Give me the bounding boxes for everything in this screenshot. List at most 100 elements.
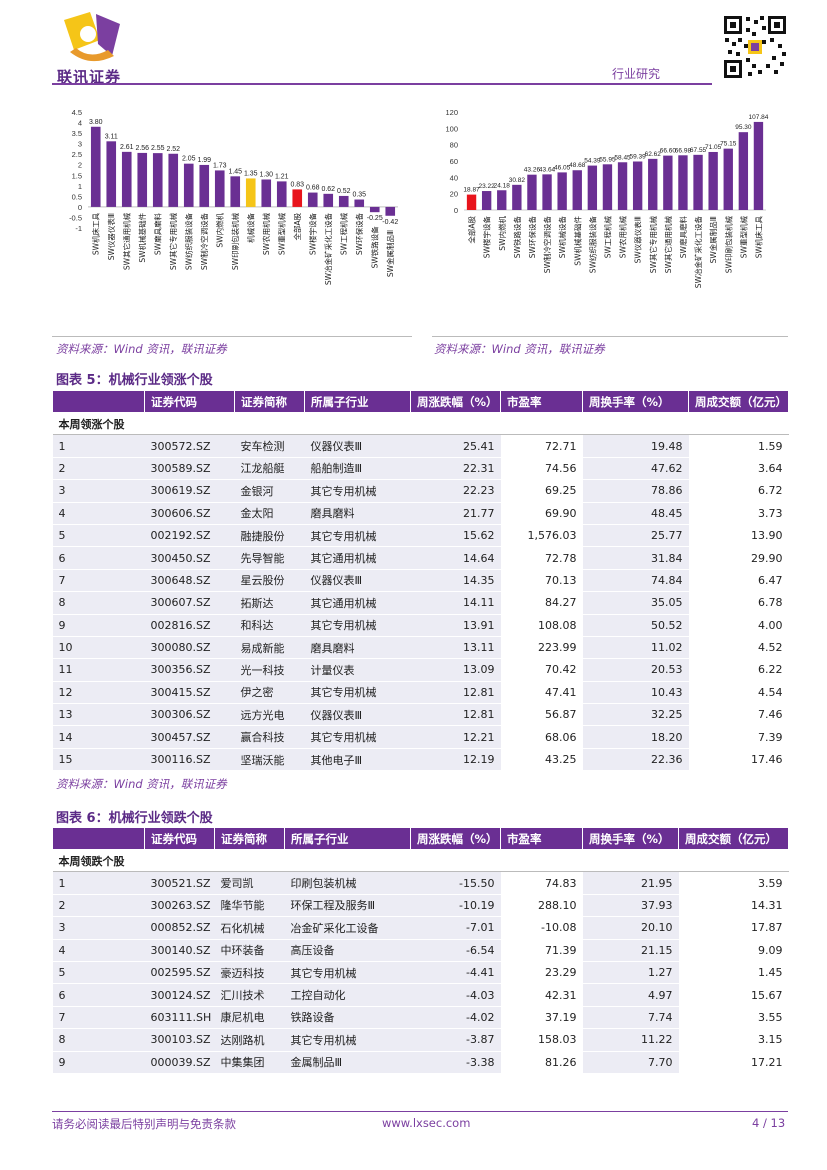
table-cell: 12.21 — [410, 725, 501, 749]
bar — [512, 184, 522, 210]
table-cell: 伊之密 — [234, 681, 305, 705]
table-cell: 11.02 — [582, 636, 689, 660]
column-header: 证券代码 — [144, 390, 235, 413]
column-header: 周成交额（亿元） — [688, 390, 789, 413]
table-cell: 21.95 — [582, 871, 679, 895]
disclaimer-link[interactable]: 请务必阅读最后特别声明与免责条款 — [52, 1117, 236, 1131]
category-label: SW磨具磨料 — [678, 216, 688, 259]
y-tick-label: 80 — [450, 141, 458, 150]
category-label: SW楼宇设备 — [308, 212, 318, 255]
category-label: SW铁路设备 — [370, 226, 380, 269]
table-cell: 300103.SZ — [144, 1028, 215, 1052]
bar — [121, 151, 132, 207]
table-cell: 光一科技 — [234, 658, 305, 682]
table-cell: 72.71 — [500, 434, 583, 458]
table-cell: 15.67 — [678, 983, 789, 1007]
bar — [693, 154, 703, 210]
table-row: 5 002595.SZ 豪迈科技 其它专用机械 -4.41 23.29 1.27 1.45 — [52, 961, 789, 985]
column-header: 证券简称 — [234, 390, 305, 413]
table-cell: 爱司凯 — [214, 871, 285, 895]
data-label: 43.26 — [524, 167, 541, 174]
table-cell: 3 — [52, 916, 145, 940]
bar — [152, 153, 163, 207]
data-label: 46.05 — [554, 164, 571, 171]
table-cell: 3.64 — [688, 457, 789, 481]
data-label: -0.25 — [367, 215, 383, 222]
table-cell: 35.05 — [582, 591, 689, 615]
bar — [497, 190, 507, 210]
table-row: 4 300606.SZ 金太阳 磨具磨料 21.77 69.90 48.45 3.73 — [52, 502, 789, 525]
data-label: 54.39 — [584, 158, 601, 165]
losers-table: 证券代码 证券简称 所属子行业 周涨跌幅（%） 市盈率 周换手率（%） 周成交额（亿元） 本… — [52, 827, 789, 1074]
category-label: SW重型机械 — [277, 212, 287, 255]
table-cell: 300080.SZ — [144, 636, 235, 660]
table-cell: 000852.SZ — [144, 916, 215, 940]
column-header: 周换手率（%） — [582, 827, 679, 850]
table-cell: 84.27 — [500, 591, 583, 615]
bar — [292, 189, 303, 207]
data-label: 66.98 — [675, 147, 692, 154]
table-cell: 其它专用机械 — [284, 961, 411, 985]
report-type: 行业研究 — [612, 67, 661, 81]
table-cell: 29.90 — [688, 546, 789, 570]
table-cell: 9 — [52, 1051, 145, 1074]
bar — [168, 153, 179, 207]
table-cell: 15 — [52, 748, 145, 772]
header-divider — [52, 83, 712, 85]
table-cell: 星云股份 — [234, 569, 305, 593]
table-cell: 17.87 — [678, 916, 789, 940]
gainers-table: 证券代码 证券简称 所属子行业 周涨跌幅（%） 市盈率 周换手率（%） 周成交额（亿元） 本… — [52, 390, 789, 772]
category-label: SW印刷包装机械 — [230, 212, 240, 270]
bar — [199, 164, 210, 207]
bar — [708, 151, 718, 210]
table-cell: 300415.SZ — [144, 681, 235, 705]
footer-divider — [52, 1111, 788, 1112]
table-row: 1 300572.SZ 安车检测 仪器仪表Ⅲ 25.41 72.71 19.48 1.59 — [52, 434, 789, 458]
section-row: 本周领涨个股 — [52, 412, 789, 436]
table-cell: 300607.SZ — [144, 591, 235, 615]
table-cell: 25.77 — [582, 524, 689, 548]
y-tick-label: 1 — [78, 182, 82, 191]
table-cell: 74.84 — [582, 569, 689, 593]
page-header: 联讯证券 行业研究 — [0, 0, 827, 100]
y-tick-label: 120 — [445, 108, 458, 117]
table-cell: 300589.SZ — [144, 457, 235, 481]
category-label: 全部A股 — [292, 212, 302, 240]
table-row: 3 300619.SZ 金银河 其它专用机械 22.23 69.25 78.86 6.72 — [52, 479, 789, 503]
data-label: 58.45 — [614, 154, 631, 161]
y-tick-label: 20 — [450, 190, 458, 199]
website-link[interactable]: www.lxsec.com — [382, 1116, 471, 1130]
y-tick-label: 4.5 — [72, 108, 82, 117]
table-cell: -4.03 — [410, 983, 501, 1007]
table-cell: 其它专用机械 — [284, 1028, 411, 1052]
category-label: SW工程机械 — [339, 212, 349, 255]
bar — [723, 148, 733, 210]
bar — [648, 158, 658, 210]
data-label: 62.62 — [645, 151, 662, 158]
table-cell: 47.62 — [582, 457, 689, 481]
table-cell: 603111.SH — [144, 1006, 215, 1030]
chart2-source: 资料来源：Wind 资讯，联讯证券 — [434, 342, 605, 356]
table-cell: 300619.SZ — [144, 479, 235, 503]
table-cell: 1 — [52, 871, 145, 895]
table-cell: 300356.SZ — [144, 658, 235, 682]
y-tick-label: 3.5 — [72, 129, 82, 138]
table-cell: 18.20 — [582, 725, 689, 749]
column-header — [52, 390, 145, 413]
category-label: SW磨具磨料 — [153, 212, 163, 255]
table-cell: -10.19 — [410, 894, 501, 918]
table-row: 11 300356.SZ 光一科技 计量仪表 13.09 70.42 20.53 6.22 — [52, 658, 789, 682]
table-cell: 坚瑞沃能 — [234, 748, 305, 772]
table-row: 1 300521.SZ 爱司凯 印刷包装机械 -15.50 74.83 21.95 3.59 — [52, 871, 789, 895]
table-cell: 74.83 — [500, 871, 583, 895]
column-header: 所属子行业 — [304, 390, 411, 413]
table-cell: 4.97 — [582, 983, 679, 1007]
table-cell: 11 — [52, 658, 145, 682]
table-cell: 13.11 — [410, 636, 501, 660]
table-cell: 融捷股份 — [234, 524, 305, 548]
bar — [542, 174, 552, 210]
data-label: 1.30 — [259, 171, 273, 178]
category-label: SW机床工具 — [91, 212, 101, 255]
bar — [354, 199, 365, 207]
table-row: 7 300648.SZ 星云股份 仪器仪表Ⅲ 14.35 70.13 74.84 6.47 — [52, 569, 789, 593]
